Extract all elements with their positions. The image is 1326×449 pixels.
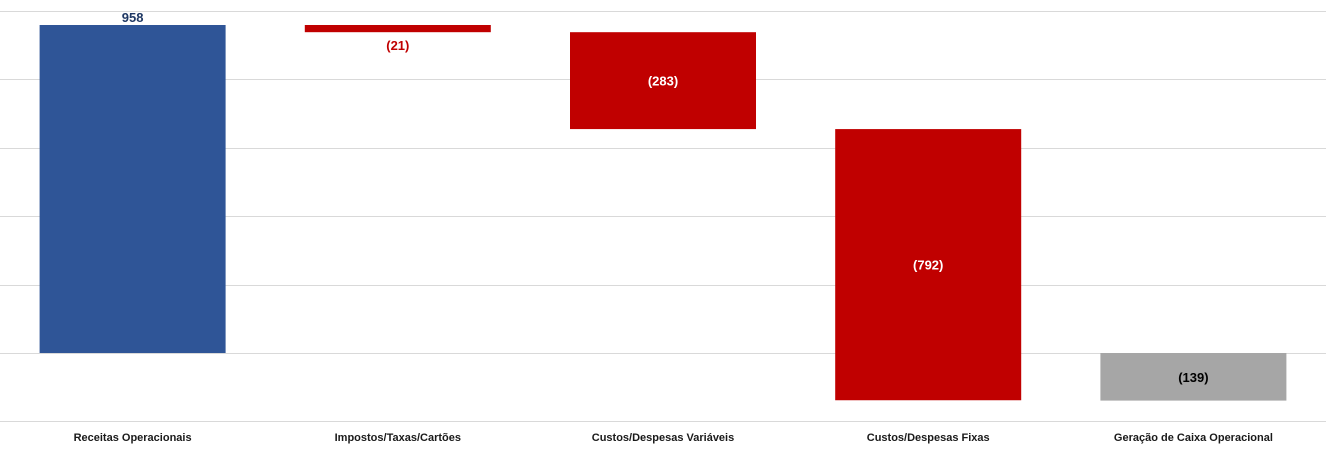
category-label-2: Custos/Despesas Variáveis: [592, 432, 734, 444]
data-label-0: 958: [122, 10, 144, 25]
category-labels: Receitas Operacionais Impostos/Taxas/Cart…: [74, 432, 1273, 444]
data-label-1: (21): [386, 38, 409, 53]
bar-1: [304, 25, 491, 33]
bar-3: [835, 129, 1022, 401]
category-label-0: Receitas Operacionais: [74, 432, 192, 444]
bar-0: [39, 25, 226, 353]
category-label-1: Impostos/Taxas/Cartões: [335, 432, 461, 444]
data-label-3: (792): [913, 258, 943, 273]
bar-4: [1100, 353, 1287, 401]
data-label-4: (139): [1178, 370, 1208, 385]
category-label-3: Custos/Despesas Fixas: [867, 432, 990, 444]
data-labels: 958 (21) (283) (792) (139): [122, 10, 1209, 385]
bar-2: [570, 32, 756, 130]
category-label-4: Geração de Caixa Operacional: [1114, 432, 1273, 444]
data-label-2: (283): [648, 74, 678, 89]
bars: [39, 25, 1287, 401]
